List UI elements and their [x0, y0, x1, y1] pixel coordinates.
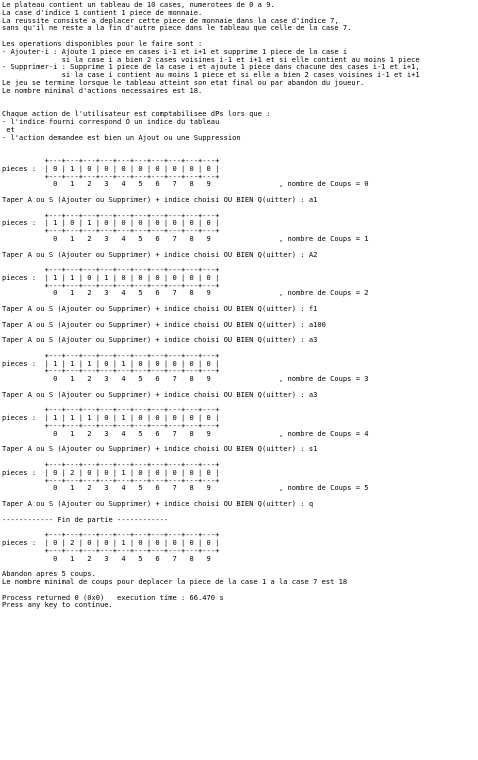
console-line: La case d'indice 1 contient 1 piece de m… [2, 7, 203, 17]
console-line: +---+---+---+---+---+---+---+---+---+---… [2, 545, 220, 555]
console-line: Le nombre minimal de coups pour deplacer… [2, 576, 348, 586]
console-line: Le jeu se termine lorsque le tableau att… [2, 77, 365, 87]
console-line: 0 1 2 3 4 5 6 7 8 9 , nombre de Coups = … [2, 179, 369, 189]
console-line: sans qu'il ne reste a la fin d'autre pie… [2, 23, 352, 33]
console-line: pieces : | 1 | 1 | 1 | 0 | 1 | 0 | 0 | 0… [2, 358, 220, 368]
console-line: Taper A ou S (Ajouter ou Supprimer) + in… [2, 499, 314, 508]
console-line: si la case i contient au moins 1 piece e… [2, 70, 420, 80]
console-line: 0 1 2 3 4 5 6 7 8 9 , nombre de Coups = … [2, 288, 369, 298]
console-line: +---+---+---+---+---+---+---+---+---+---… [2, 475, 220, 485]
console-line: +---+---+---+---+---+---+---+---+---+---… [2, 405, 220, 415]
console-line: +---+---+---+---+---+---+---+---+---+---… [2, 155, 220, 165]
console-line: Taper A ou S (Ajouter ou Supprimer) + in… [2, 319, 326, 329]
console-line: +---+---+---+---+---+---+---+---+---+---… [2, 210, 220, 220]
console-line: Taper A ou S (Ajouter ou Supprimer) + in… [2, 304, 318, 314]
console-line: Abandon apres 5 coups. [2, 569, 96, 579]
console-line: si la case i a bien 2 cases voisines i-1… [2, 54, 420, 64]
console-line: +---+---+---+---+---+---+---+---+---+---… [2, 350, 220, 360]
console-line: +---+---+---+---+---+---+---+---+---+---… [2, 421, 220, 431]
console-line: +---+---+---+---+---+---+---+---+---+---… [2, 226, 220, 236]
console-line: pieces : | 0 | 2 | 0 | 0 | 1 | 0 | 0 | 0… [2, 537, 220, 547]
console-line: Taper A ou S (Ajouter ou Supprimer) + in… [2, 444, 318, 454]
console-line: et [2, 124, 15, 134]
console-line: Les operations disponibles pour le faire… [2, 38, 203, 48]
console-line: Le nombre minimal d'actions necessaires … [2, 85, 203, 95]
console-line: +---+---+---+---+---+---+---+---+---+---… [2, 280, 220, 290]
console-line: pieces : | 1 | 1 | 1 | 0 | 1 | 0 | 0 | 0… [2, 413, 220, 423]
console-line: Taper A ou S (Ajouter ou Supprimer) + in… [2, 335, 318, 345]
console-text: Le plateau contient un tableau de 10 cas… [2, 1, 478, 609]
console-line: pieces : | 0 | 1 | 0 | 0 | 0 | 0 | 0 | 0… [2, 163, 220, 173]
console-line: Process returned 0 (0x0) execution time … [2, 592, 224, 602]
console-line: pieces : | 1 | 1 | 0 | 1 | 0 | 0 | 0 | 0… [2, 272, 220, 282]
console-line: +---+---+---+---+---+---+---+---+---+---… [2, 171, 220, 181]
console-line: pieces : | 1 | 0 | 1 | 0 | 0 | 0 | 0 | 0… [2, 218, 220, 228]
console-line: +---+---+---+---+---+---+---+---+---+---… [2, 460, 220, 470]
console-line: Taper A ou S (Ajouter ou Supprimer) + in… [2, 249, 318, 259]
console-line: Taper A ou S (Ajouter ou Supprimer) + in… [2, 194, 318, 204]
console-line: Le plateau contient un tableau de 10 cas… [2, 0, 275, 9]
console-line: - Supprimer-i : Supprime 1 piece de la c… [2, 62, 420, 72]
console-line: 0 1 2 3 4 5 6 7 8 9 , nombre de Coups = … [2, 374, 369, 384]
console-line: Taper A ou S (Ajouter ou Supprimer) + in… [2, 389, 318, 399]
console-line: pieces : | 0 | 2 | 0 | 0 | 1 | 0 | 0 | 0… [2, 467, 220, 477]
console-line: +---+---+---+---+---+---+---+---+---+---… [2, 530, 220, 540]
console-line: 0 1 2 3 4 5 6 7 8 9 , nombre de Coups = … [2, 483, 369, 493]
console-line: 0 1 2 3 4 5 6 7 8 9 [2, 553, 211, 563]
console-line: +---+---+---+---+---+---+---+---+---+---… [2, 265, 220, 275]
console-line: - Ajouter-i : Ajoute 1 piece en cases i-… [2, 46, 348, 56]
console-line: Press any key to continue. [2, 600, 113, 610]
console-line: La reussite consiste a deplacer cette pi… [2, 15, 339, 25]
console-line: ------------ Fin de partie ------------ [2, 514, 169, 524]
console-line: - l'indice fourni correspond Ó un indice… [2, 116, 220, 126]
console-line: +---+---+---+---+---+---+---+---+---+---… [2, 366, 220, 376]
console-line: 0 1 2 3 4 5 6 7 8 9 , nombre de Coups = … [2, 233, 369, 243]
console-line: - l'action demandee est bien un Ajout ou… [2, 132, 241, 142]
console-line: 0 1 2 3 4 5 6 7 8 9 , nombre de Coups = … [2, 428, 369, 438]
console-line: Chaque action de l'utilisateur est compt… [2, 109, 271, 119]
